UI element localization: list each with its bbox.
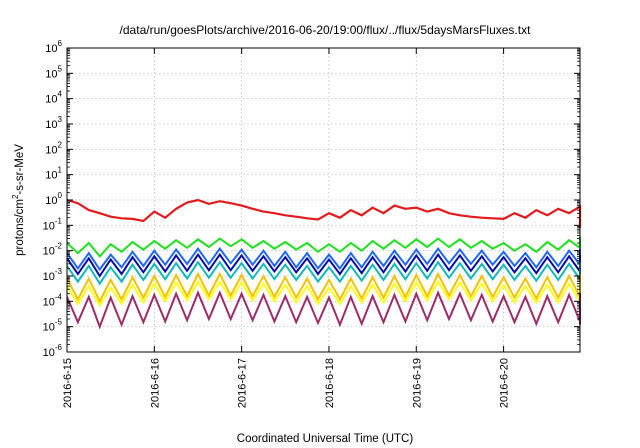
y-tick-label: 10-5	[43, 318, 63, 334]
y-tick-exponent: 3	[58, 115, 63, 124]
y-tick-exponent: 2	[58, 140, 63, 149]
x-tick-label: 2016-6-16	[149, 358, 161, 408]
y-tick-exponent: -4	[55, 292, 63, 301]
y-tick-base: 10	[43, 220, 55, 232]
y-tick-exponent: -3	[55, 267, 63, 276]
x-tick-labels: 2016-6-15 2016-6-16 2016-6-17 2016-6-18 2016…	[62, 358, 511, 408]
y-tick-exponent: 1	[58, 166, 63, 175]
axis-ticks	[66, 47, 580, 353]
y-tick-base: 10	[45, 195, 57, 207]
y-tick-exponent: -5	[55, 318, 63, 327]
y-tick-base: 10	[43, 246, 55, 258]
y-tick-label: 105	[45, 64, 62, 80]
y-tick-base: 10	[45, 170, 57, 182]
x-tick-label: 2016-6-20	[499, 358, 511, 408]
x-axis-label: Coordinated Universal Time (UTC)	[237, 433, 414, 445]
x-tick-label: 2016-6-19	[411, 358, 423, 408]
grid-lines	[67, 48, 580, 352]
y-tick-base: 10	[45, 119, 57, 131]
y-axis-label: protons/cm2-s-sr-MeV	[11, 144, 26, 256]
y-tick-base: 10	[45, 68, 57, 80]
x-tick-label: 2016-6-15	[62, 358, 74, 408]
y-tick-base: 10	[43, 347, 55, 359]
y-tick-base: 10	[43, 296, 55, 308]
series-lines	[66, 198, 582, 330]
y-tick-label: 10-2	[43, 242, 63, 258]
y-tick-label: 106	[45, 39, 62, 55]
y-tick-base: 10	[45, 144, 57, 156]
series-line-1	[66, 198, 582, 228]
y-tick-base: 10	[45, 43, 57, 55]
y-tick-label: 102	[45, 140, 62, 156]
y-tick-label: 100	[45, 191, 62, 207]
x-tick-label: 2016-6-18	[324, 358, 336, 408]
y-tick-label: 10-4	[43, 292, 63, 308]
y-tick-exponent: 6	[58, 39, 63, 48]
y-tick-label: 10-1	[43, 216, 63, 232]
y-tick-label: 101	[45, 166, 62, 182]
y-axis-label-sup: 2	[11, 194, 20, 199]
y-tick-exponent: -2	[55, 242, 63, 251]
y-tick-exponent: 0	[58, 191, 63, 200]
y-tick-label: 10-6	[43, 343, 63, 359]
y-axis-label-pre: protons/cm	[14, 199, 26, 256]
y-tick-exponent: 4	[58, 90, 63, 99]
y-tick-base: 10	[43, 271, 55, 283]
y-tick-exponent: -6	[55, 343, 63, 352]
y-tick-exponent: 5	[58, 64, 63, 73]
y-tick-labels: 10-610-510-410-310-210-11001011021031041…	[43, 39, 63, 359]
y-tick-label: 104	[45, 90, 62, 106]
x-tick-label: 2016-6-17	[237, 358, 249, 408]
y-tick-base: 10	[45, 94, 57, 106]
y-tick-exponent: -1	[55, 216, 63, 225]
y-tick-label: 103	[45, 115, 62, 131]
y-tick-label: 10-3	[43, 267, 63, 283]
y-tick-base: 10	[43, 322, 55, 334]
chart-title: /data/run/goesPlots/archive/2016-06-20/1…	[120, 23, 532, 37]
series-line-7	[66, 279, 581, 308]
y-axis-label-post: -s-sr-MeV	[14, 144, 26, 195]
